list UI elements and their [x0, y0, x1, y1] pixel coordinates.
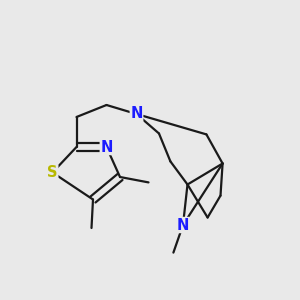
Text: N: N	[177, 218, 189, 232]
Text: N: N	[100, 140, 113, 154]
Text: N: N	[130, 106, 143, 122]
Text: S: S	[47, 165, 58, 180]
